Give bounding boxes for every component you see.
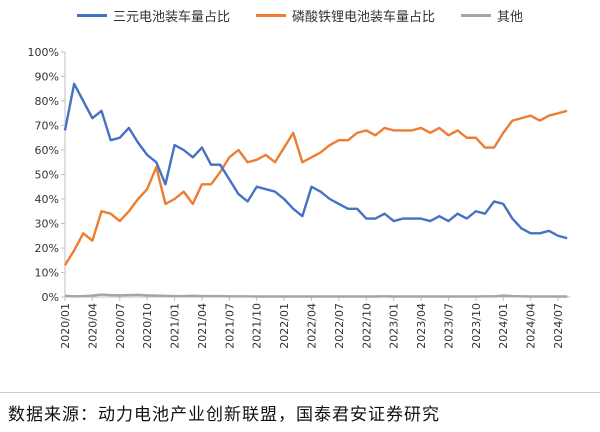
legend-swatch [461,14,491,17]
y-tick-label: 90% [35,71,59,84]
legend-swatch [76,14,107,17]
y-tick-label: 20% [35,242,59,255]
x-tick-label: 2020/01 [59,303,72,349]
y-tick-label: 30% [35,218,59,231]
plot-area: 0% 10% 20% 30% 40% 50% 60% 70% 80% 90% 100% 2020/01… [28,46,571,349]
legend-swatch [255,14,286,17]
y-tick-label: 40% [35,193,59,206]
legend-item-lfp: 磷酸铁锂电池装车量占比 [255,6,435,25]
x-tick-label: 2022/07 [333,303,346,349]
x-tick-label: 2021/04 [196,303,209,349]
x-tick-label: 2021/10 [251,303,264,349]
x-tick-label: 2024/07 [552,303,565,349]
series-line-三元电池装车量占比 [63,82,568,240]
y-tick-label: 70% [35,120,59,133]
y-tick-label: 0% [42,291,59,304]
y-tick-label: 80% [35,95,59,108]
x-tick-label: 2023/10 [470,303,483,349]
legend-item-other: 其他 [461,6,523,25]
legend-label: 三元电池装车量占比 [112,10,230,25]
x-tick-label: 2020/04 [86,303,99,349]
x-tick-label: 2023/07 [442,303,455,349]
y-tick-label: 10% [35,267,59,280]
divider [0,392,600,393]
series-line-其他 [64,293,568,298]
y-tick-label: 100% [28,46,59,59]
legend-label: 磷酸铁锂电池装车量占比 [291,10,435,25]
x-tick-label: 2020/10 [141,303,154,349]
y-tick-label: 50% [35,169,59,182]
legend: 三元电池装车量占比 磷酸铁锂电池装车量占比 其他 [0,6,600,25]
series-line-磷酸铁锂电池装车量占比 [63,109,568,266]
source-note: 数据来源：动力电池产业创新联盟，国泰君安证券研究 [8,405,440,425]
x-tick-label: 2022/04 [306,303,319,349]
x-tick-label: 2024/01 [497,303,510,349]
legend-item-ncm: 三元电池装车量占比 [76,6,230,25]
x-tick-label: 2021/07 [223,303,236,349]
legend-label: 其他 [497,10,524,25]
x-tick-label: 2021/01 [169,303,182,349]
x-tick-label: 2023/01 [388,303,401,349]
x-tick-label: 2020/07 [114,303,127,349]
x-tick-label: 2023/04 [415,303,428,349]
x-tick-label: 2024/04 [525,303,538,349]
x-tick-label: 2022/01 [278,303,291,349]
x-tick-label: 2022/10 [360,303,373,349]
y-tick-label: 60% [35,144,59,157]
